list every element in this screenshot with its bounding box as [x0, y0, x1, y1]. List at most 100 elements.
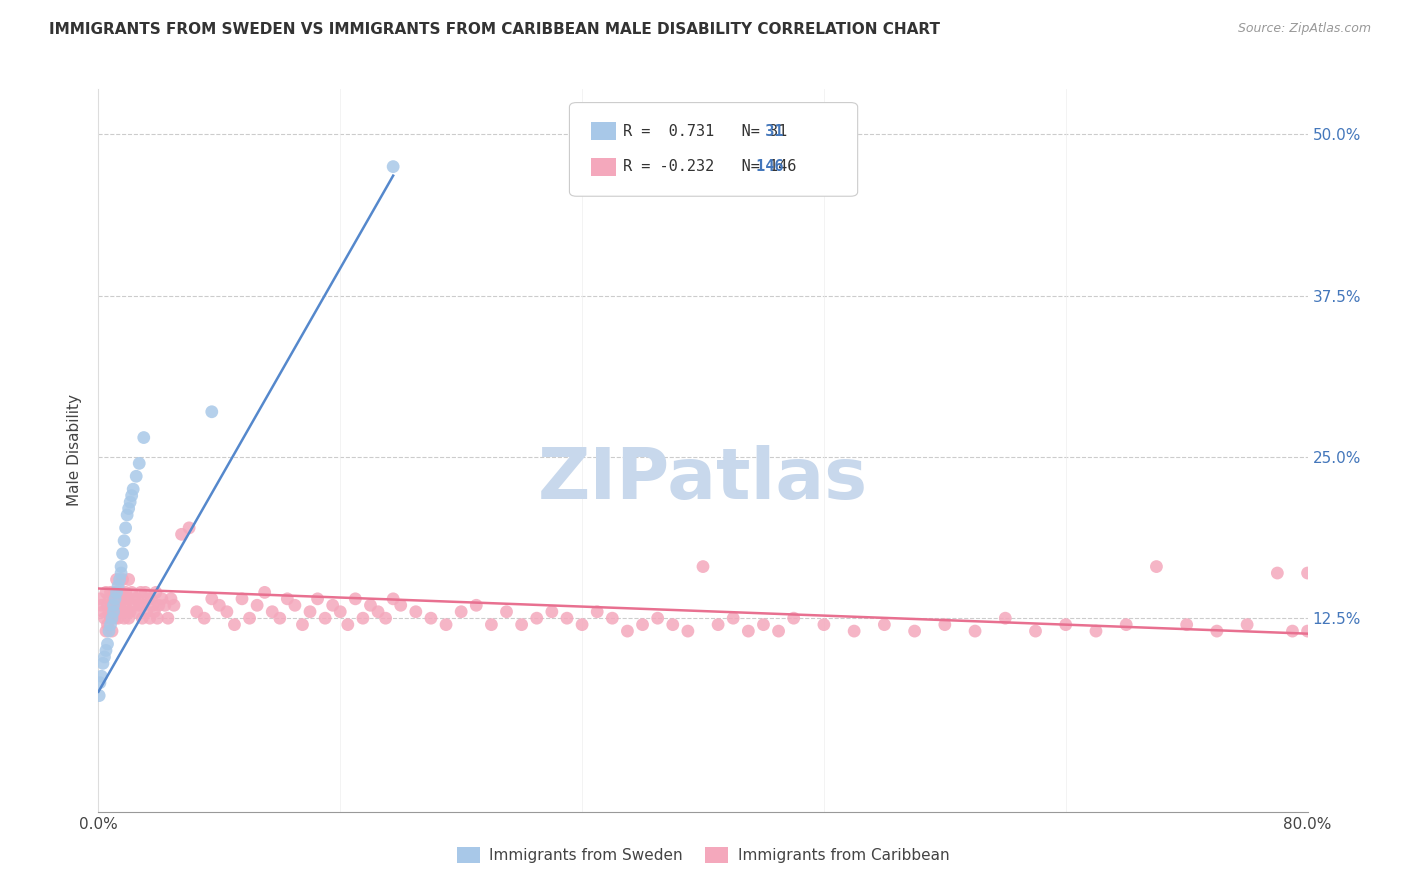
Point	[104, 611, 127, 625]
Point	[382, 160, 405, 174]
Point	[367, 605, 389, 619]
Point	[93, 649, 115, 664]
Point	[160, 591, 183, 606]
Point	[374, 611, 396, 625]
Point	[676, 624, 699, 639]
Point	[844, 624, 866, 639]
Point	[1236, 617, 1258, 632]
Point	[156, 611, 179, 625]
Point	[90, 669, 112, 683]
Point	[163, 599, 186, 613]
Point	[707, 617, 730, 632]
Point	[132, 599, 155, 613]
Point	[134, 585, 156, 599]
Point	[110, 566, 132, 580]
Point	[101, 624, 124, 639]
Point	[208, 599, 231, 613]
Point	[128, 599, 150, 613]
Point	[1085, 624, 1108, 639]
Point	[121, 585, 143, 599]
Point	[284, 599, 307, 613]
Point	[118, 573, 141, 587]
Point	[122, 482, 145, 496]
Point	[90, 599, 112, 613]
Point	[1144, 559, 1167, 574]
Point	[571, 617, 593, 632]
Point	[783, 611, 806, 625]
Point	[104, 591, 127, 606]
Point	[253, 585, 276, 599]
Point	[193, 611, 215, 625]
Point	[107, 591, 129, 606]
Point	[215, 605, 238, 619]
Point	[114, 599, 136, 613]
Point	[120, 495, 142, 509]
Point	[934, 617, 956, 632]
Point	[737, 624, 759, 639]
Point	[89, 591, 111, 606]
Point	[262, 605, 284, 619]
Legend: Immigrants from Sweden, Immigrants from Caribbean: Immigrants from Sweden, Immigrants from …	[451, 841, 955, 869]
Point	[586, 605, 609, 619]
Point	[904, 624, 927, 639]
Point	[98, 591, 121, 606]
Point	[322, 599, 344, 613]
Point	[965, 624, 987, 639]
Point	[647, 611, 669, 625]
Point	[336, 617, 359, 632]
Point	[135, 605, 157, 619]
Point	[752, 617, 775, 632]
Point	[94, 585, 117, 599]
Point	[115, 508, 138, 522]
Point	[314, 611, 336, 625]
Point	[352, 611, 374, 625]
Point	[661, 617, 683, 632]
Point	[510, 617, 533, 632]
Point	[105, 573, 128, 587]
Point	[555, 611, 578, 625]
Point	[105, 605, 128, 619]
Point	[146, 611, 169, 625]
Point	[1206, 624, 1229, 639]
Point	[100, 611, 122, 625]
Point	[1296, 566, 1319, 580]
Point	[94, 643, 117, 657]
Point	[307, 591, 329, 606]
Point	[1267, 566, 1289, 580]
Point	[108, 599, 131, 613]
Point	[1024, 624, 1046, 639]
Point	[104, 585, 127, 599]
Point	[110, 605, 132, 619]
Text: R = -0.232   N= 146: R = -0.232 N= 146	[623, 160, 796, 174]
Point	[118, 611, 141, 625]
Text: 146: 146	[747, 160, 783, 174]
Point	[131, 611, 153, 625]
Point	[120, 605, 142, 619]
Point	[112, 611, 135, 625]
Point	[128, 456, 150, 470]
Point	[100, 585, 122, 599]
Point	[112, 533, 135, 548]
Point	[631, 617, 654, 632]
Point	[994, 611, 1017, 625]
Point	[143, 605, 166, 619]
Point	[1296, 624, 1319, 639]
Point	[114, 521, 136, 535]
Point	[153, 599, 176, 613]
Point	[91, 657, 114, 671]
Point	[115, 591, 138, 606]
Point	[299, 605, 322, 619]
Point	[1281, 624, 1303, 639]
Point	[89, 689, 111, 703]
Point	[382, 591, 405, 606]
Point	[107, 611, 129, 625]
Point	[540, 605, 562, 619]
Point	[231, 591, 253, 606]
Point	[201, 591, 224, 606]
Point	[105, 585, 128, 599]
Point	[118, 501, 141, 516]
Point	[115, 605, 138, 619]
Point	[481, 617, 503, 632]
Text: Source: ZipAtlas.com: Source: ZipAtlas.com	[1237, 22, 1371, 36]
Point	[110, 559, 132, 574]
